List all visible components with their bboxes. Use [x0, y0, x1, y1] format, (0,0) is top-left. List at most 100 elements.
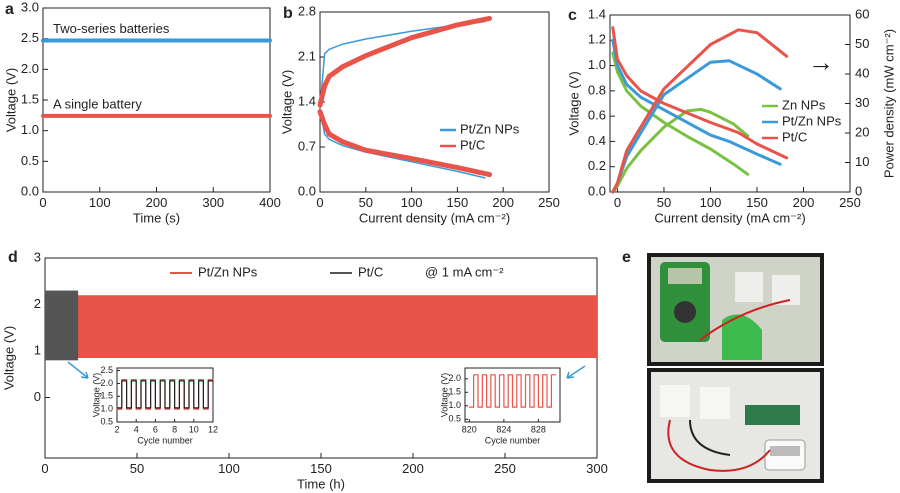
y-tick-label: 1.0	[21, 122, 39, 137]
annotation: →	[808, 47, 834, 77]
circuit-board	[745, 405, 800, 425]
y-tick-label: 2	[34, 296, 41, 311]
x-tick-label: 100	[89, 195, 111, 210]
y-tick-label: 0	[34, 389, 41, 404]
photo-panel	[647, 253, 824, 483]
inset-arrow	[67, 361, 89, 379]
y-axis-label: Voltage (V)	[91, 373, 101, 418]
panel-label: c	[568, 7, 577, 24]
y-tick-label: 2.0	[100, 378, 113, 388]
y2-axis-label: Power density (mW cm⁻²)	[881, 29, 896, 178]
x-tick-label: 200	[146, 195, 168, 210]
battery-cell	[660, 385, 690, 417]
x-axis-label: Current density (mA cm⁻²)	[654, 211, 805, 226]
voltage-curve	[611, 51, 750, 176]
y-axis-label: Voltage (V)	[3, 68, 18, 132]
x-tick-label: 400	[259, 195, 281, 210]
battery-cell	[700, 387, 730, 419]
cycling-band	[45, 290, 79, 361]
y-tick-label: 0.7	[298, 138, 316, 153]
panel-label: d	[8, 249, 18, 266]
x-tick-label: 6	[153, 424, 158, 434]
y-tick-label: 1.2	[588, 32, 606, 47]
y-tick-label: 1.4	[588, 6, 606, 21]
y-tick-label: 0.2	[588, 158, 606, 173]
inset-arrow	[566, 365, 586, 379]
x-tick-label: 250	[839, 195, 861, 210]
multimeter-display	[668, 268, 702, 284]
y-tick-label: 1.0	[448, 400, 461, 410]
x-tick-label: 100	[218, 461, 240, 476]
x-tick-label: 150	[310, 461, 332, 476]
legend-label: Pt/Zn NPs	[198, 264, 258, 279]
voltage-curve	[611, 38, 782, 166]
y-axis-label: Voltage (V)	[439, 373, 449, 418]
glove	[722, 314, 762, 360]
y-tick-label: 1.4	[298, 93, 316, 108]
x-axis-label: Time (s)	[133, 211, 180, 226]
y2-tick-label: 20	[855, 124, 869, 139]
y-tick-label: 1.5	[100, 391, 113, 401]
y-tick-label: 1.0	[588, 57, 606, 72]
y-tick-label: 0.5	[100, 416, 113, 426]
x-tick-label: 200	[793, 195, 815, 210]
y-tick-label: 2.5	[21, 30, 39, 45]
line-label: A single battery	[53, 96, 142, 111]
battery-cell	[735, 272, 763, 302]
x-tick-label: 10	[189, 424, 199, 434]
discharge-curve	[317, 109, 492, 178]
x-tick-label: 828	[531, 424, 546, 434]
y-tick-label: 0.6	[588, 108, 606, 123]
cycling-band	[45, 295, 597, 358]
power-curve	[611, 107, 750, 194]
x-tick-label: 0	[316, 195, 323, 210]
y-tick-label: 0.8	[588, 82, 606, 97]
annotation: @ 1 mA cm⁻²	[425, 264, 504, 279]
x-tick-label: 200	[402, 461, 424, 476]
x-tick-label: 50	[130, 461, 144, 476]
y-tick-label: 1.0	[100, 404, 113, 414]
y-tick-label: 0.4	[588, 133, 606, 148]
wire	[699, 299, 791, 341]
x-tick-label: 250	[538, 195, 560, 210]
y-tick-label: 0.0	[588, 183, 606, 198]
x-tick-label: 100	[401, 195, 423, 210]
power-curve	[611, 28, 789, 194]
line-label: Two-series batteries	[53, 21, 170, 36]
y2-tick-label: 50	[855, 36, 869, 51]
x-tick-label: 300	[586, 461, 608, 476]
y-axis-label: Voltage (V)	[1, 326, 16, 390]
y-tick-label: 0.5	[448, 414, 461, 424]
y-tick-label: 1.5	[21, 91, 39, 106]
y-tick-label: 2.8	[298, 3, 316, 18]
timer-display	[770, 446, 800, 456]
x-tick-label: 0	[41, 461, 48, 476]
x-tick-label: 200	[492, 195, 514, 210]
legend-label: Pt/C	[358, 264, 383, 279]
y2-tick-label: 30	[855, 95, 869, 110]
x-axis-label: Cycle number	[485, 435, 541, 445]
x-tick-label: 820	[462, 424, 477, 434]
x-tick-label: 150	[447, 195, 469, 210]
x-axis-label: Time (h)	[297, 477, 345, 492]
panel-label: b	[283, 5, 293, 22]
legend-label: Pt/Zn NPs	[782, 113, 842, 128]
wire	[689, 419, 731, 456]
panel-label: a	[5, 1, 14, 18]
y-tick-label: 2.1	[298, 48, 316, 63]
x-tick-label: 250	[494, 461, 516, 476]
x-tick-label: 50	[657, 195, 671, 210]
legend-label: Pt/C	[782, 129, 807, 144]
legend-label: Pt/Zn NPs	[460, 121, 520, 136]
y-tick-label: 3	[34, 249, 41, 264]
y-tick-label: 1.5	[448, 387, 461, 397]
y2-tick-label: 0	[855, 183, 862, 198]
voltage-curve	[611, 26, 789, 160]
y-tick-label: 3.0	[21, 0, 39, 14]
panel-label: e	[622, 249, 631, 266]
x-tick-label: 824	[496, 424, 511, 434]
y-tick-label: 2.0	[448, 373, 461, 383]
x-axis-label: Cycle number	[137, 435, 193, 445]
y2-tick-label: 60	[855, 6, 869, 21]
